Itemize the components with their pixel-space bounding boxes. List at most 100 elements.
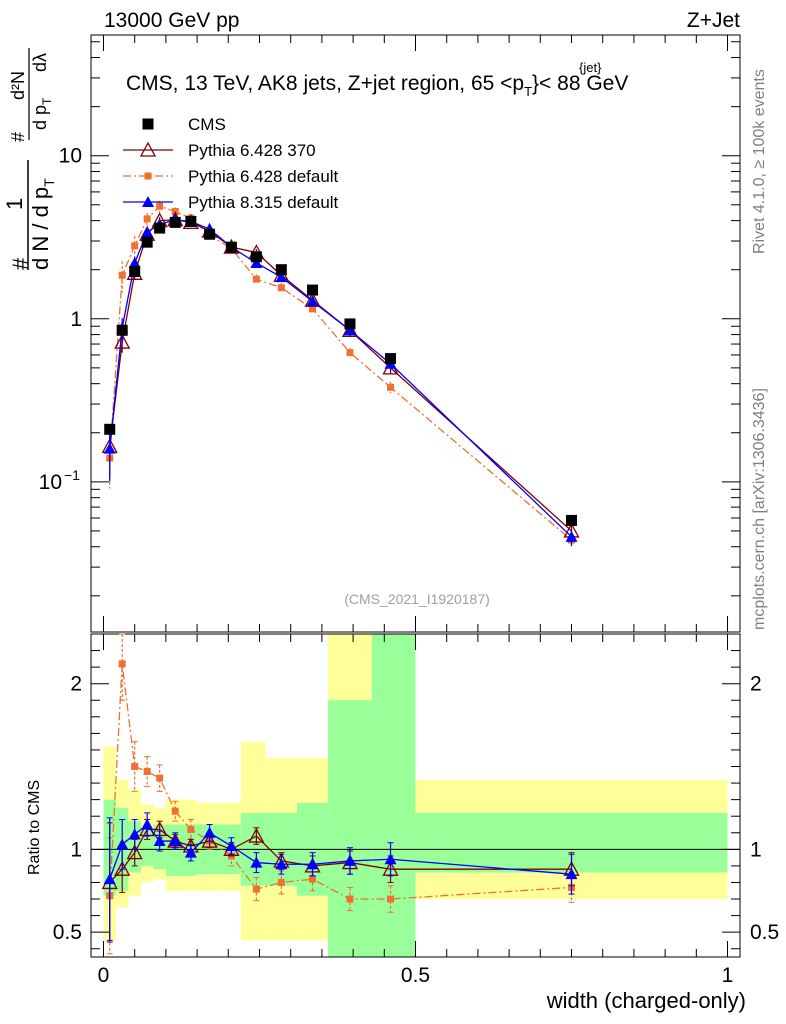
ratio-point xyxy=(248,827,265,843)
top-point xyxy=(341,321,359,337)
ratio-point xyxy=(118,660,126,668)
top-point xyxy=(344,318,356,330)
ylabel-one: 1 xyxy=(2,198,27,210)
ratio-point xyxy=(277,878,285,886)
top-y-tick-exponent: −1 xyxy=(64,467,80,483)
legend-label: CMS xyxy=(188,115,226,134)
ratio-point xyxy=(143,767,151,775)
ratio-point xyxy=(275,858,288,870)
top-point xyxy=(252,275,260,283)
ratio-point xyxy=(103,873,116,885)
ratio-point xyxy=(171,807,179,815)
ratio-point xyxy=(184,846,197,858)
top-point xyxy=(104,423,116,435)
legend-label: Pythia 8.315 default xyxy=(188,193,339,212)
ratio-point xyxy=(116,838,129,850)
top-point xyxy=(103,442,116,454)
ratio-point xyxy=(384,853,397,865)
x-tick-label: 0.5 xyxy=(401,964,430,987)
ylabel-denom-sub: T xyxy=(41,178,57,187)
mcplots-text: mcplots.cern.ch [arXiv:1306.3436] xyxy=(751,388,768,630)
top-point xyxy=(250,256,263,268)
top-y-tick-label: 1 xyxy=(70,308,82,331)
bottom-y-tick-label-left: 1 xyxy=(70,838,82,861)
legend-label: Pythia 6.428 370 xyxy=(188,141,316,160)
top-point xyxy=(128,256,141,268)
title-sub: T xyxy=(524,84,532,99)
ratio-point xyxy=(131,763,139,771)
ylabel-frac-num: d²N xyxy=(8,71,28,100)
legend-item: CMS xyxy=(142,115,226,134)
title-main: CMS, 13 TeV, AK8 jets, Z+jet region, 65 … xyxy=(126,72,524,95)
bottom-y-tick-label-right: 2 xyxy=(750,673,762,696)
title-superscript: {jet} xyxy=(579,60,602,75)
top-point xyxy=(141,226,154,238)
top-line xyxy=(109,205,572,541)
top-point xyxy=(156,202,164,210)
ylabel-dlambda: dλ xyxy=(30,53,50,72)
y-axis-label-bottom: Ratio to CMS xyxy=(26,780,43,875)
bottom-y-tick-label-left: 2 xyxy=(70,673,82,696)
legend-item: Pythia 8.315 default xyxy=(123,193,339,212)
top-point xyxy=(306,295,319,307)
green-band-12 xyxy=(328,700,372,957)
bottom-y-tick-label-right: 0.5 xyxy=(750,921,779,944)
ratio-point xyxy=(252,885,260,893)
top-point xyxy=(387,383,395,391)
top-point xyxy=(114,333,131,349)
top-line xyxy=(109,219,572,532)
ratio-point xyxy=(225,840,238,852)
top-point xyxy=(346,349,354,357)
ratio-point xyxy=(346,895,354,903)
legend-item: Pythia 6.428 370 xyxy=(123,141,316,160)
ratio-point xyxy=(250,856,263,868)
top-point xyxy=(204,228,216,240)
top-point xyxy=(343,324,356,336)
ratio-point xyxy=(387,895,395,903)
legend-marker xyxy=(139,141,157,157)
top-point xyxy=(277,284,285,292)
green-band-13 xyxy=(371,634,416,957)
data-series xyxy=(101,200,580,955)
top-point xyxy=(141,236,153,248)
legend-marker xyxy=(144,172,152,180)
ratio-point xyxy=(156,774,164,782)
bottom-y-tick-label-right: 1 xyxy=(750,838,762,861)
top-point xyxy=(275,264,287,276)
ylabel-frac-den-sub: T xyxy=(40,97,54,105)
ratio-point xyxy=(309,875,317,883)
ratio-point xyxy=(203,826,216,838)
ratio-point xyxy=(201,832,218,848)
ratio-point xyxy=(343,854,356,866)
ylabel-denom: d N / d pT xyxy=(28,178,57,270)
ratio-point xyxy=(306,858,319,870)
legend-item: Pythia 6.428 default xyxy=(123,167,339,186)
ylabel-denom-text: d N / d p xyxy=(28,187,53,270)
bottom-y-tick-label-left: 0.5 xyxy=(53,921,82,944)
ratio-uncertainty-bands xyxy=(103,634,728,957)
ratio-line xyxy=(109,663,572,900)
title-end: }< 88 GeV xyxy=(532,72,628,95)
ylabel-hash2: # xyxy=(8,132,28,142)
top-point xyxy=(129,265,141,277)
top-point xyxy=(385,353,397,365)
top-point xyxy=(143,215,151,223)
ylabel-frac-den: d pT xyxy=(30,97,54,130)
top-point xyxy=(185,216,197,228)
green-band-3 xyxy=(140,829,154,866)
top-point xyxy=(118,271,126,279)
top-point xyxy=(565,530,578,542)
top-point xyxy=(275,271,288,283)
ratio-point xyxy=(169,835,182,847)
header-left: 13000 GeV pp xyxy=(104,9,239,32)
top-point xyxy=(131,242,139,250)
x-tick-label: 1 xyxy=(722,964,734,987)
top-point xyxy=(307,284,319,296)
x-axis-label: width (charged-only) xyxy=(546,988,746,1013)
series-pythia-6-428-default xyxy=(106,200,576,955)
legend-marker xyxy=(142,196,154,207)
top-point xyxy=(309,305,317,313)
ratio-point xyxy=(141,818,154,830)
ratio-point xyxy=(565,868,578,880)
top-line xyxy=(109,219,572,538)
